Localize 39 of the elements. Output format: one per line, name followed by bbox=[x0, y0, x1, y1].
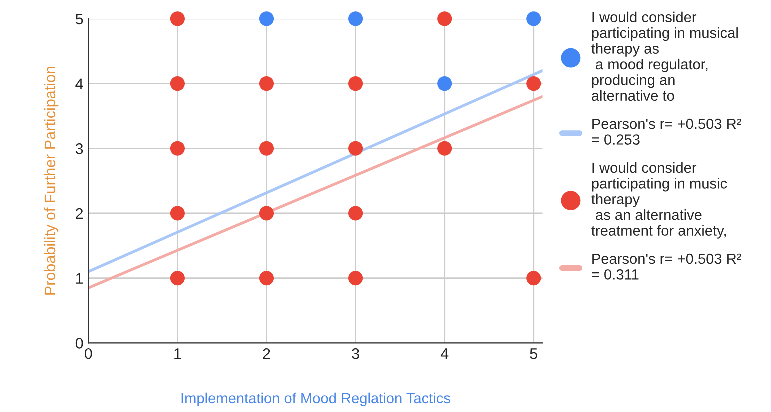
point bbox=[259, 271, 274, 286]
point bbox=[438, 76, 452, 92]
legend-label: I would consider participating in music therapy as an alternative treatment for anxiety, bbox=[592, 162, 728, 239]
point bbox=[348, 206, 364, 221]
legend-label: I would consider participating in musical therapy as a mood regulator, producing an alternative to bbox=[592, 12, 738, 102]
legend-label: Pearson's r= +0.503 R² = 0.311 bbox=[592, 254, 742, 280]
point bbox=[170, 271, 185, 286]
x-tick-label: 2 bbox=[263, 348, 270, 360]
point bbox=[259, 206, 274, 221]
y-tick-label: 1 bbox=[76, 273, 84, 284]
point bbox=[348, 271, 364, 286]
point bbox=[348, 12, 364, 26]
point bbox=[170, 206, 185, 221]
x-tick-label: 3 bbox=[352, 348, 360, 360]
y-axis-title: Probability of Further Participation bbox=[44, 67, 59, 295]
y-tick-label: 2 bbox=[76, 208, 84, 220]
point bbox=[259, 76, 274, 92]
point bbox=[170, 76, 185, 92]
point bbox=[526, 271, 542, 286]
x-tick-label: 1 bbox=[174, 348, 182, 360]
legend-label: Pearson's r= +0.503 R² = 0.253 bbox=[592, 118, 742, 145]
point bbox=[348, 76, 364, 92]
point bbox=[526, 76, 542, 92]
y-tick-label: 3 bbox=[76, 144, 84, 154]
y-tick-label: 5 bbox=[76, 14, 84, 25]
x-axis-title: Implementation of Mood Reglation Tactics bbox=[182, 392, 450, 406]
point bbox=[348, 141, 364, 156]
point bbox=[170, 12, 185, 26]
point bbox=[438, 12, 452, 26]
point bbox=[526, 12, 542, 26]
x-tick-label: 5 bbox=[530, 348, 538, 360]
point bbox=[438, 141, 452, 156]
y-tick-label: 4 bbox=[76, 78, 84, 90]
y-tick-label: 0 bbox=[76, 338, 84, 349]
point bbox=[259, 141, 274, 156]
x-tick-label: 4 bbox=[440, 348, 449, 360]
x-tick-label: 0 bbox=[85, 348, 92, 360]
point bbox=[170, 141, 185, 156]
point bbox=[259, 12, 274, 26]
